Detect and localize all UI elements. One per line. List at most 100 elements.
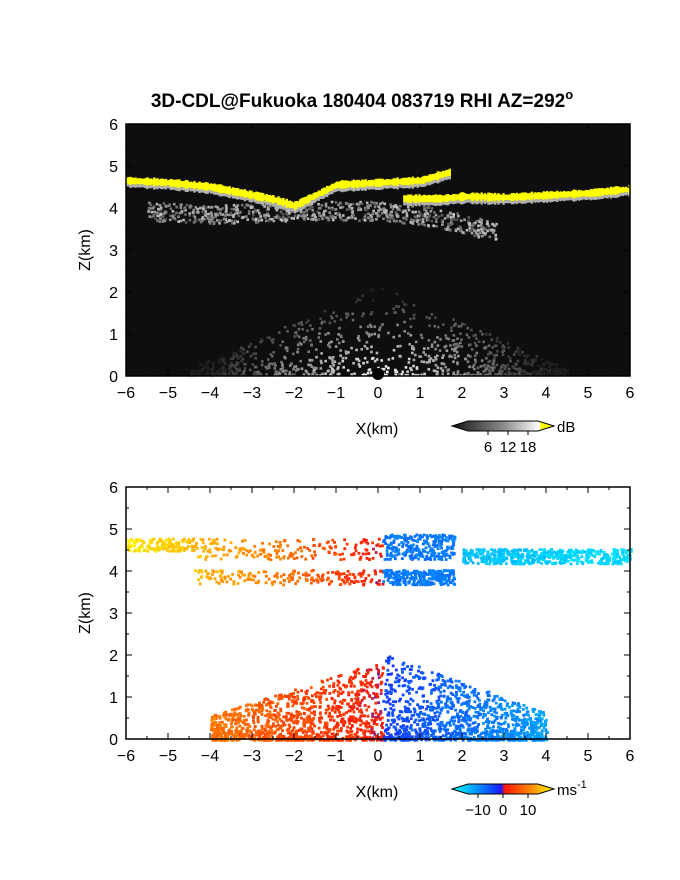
reflectivity-pixel — [413, 177, 416, 185]
velocity-pixel — [335, 721, 339, 725]
reflectivity-pixel — [364, 208, 368, 211]
reflectivity-pixel — [282, 197, 285, 207]
velocity-pixel — [250, 708, 254, 711]
reflectivity-pixel — [204, 209, 207, 213]
velocity-pixel — [407, 549, 411, 553]
reflectivity-pixel — [129, 176, 132, 185]
velocity-pixel — [286, 731, 290, 735]
reflectivity-pixel — [421, 176, 425, 184]
reflectivity-pixel — [361, 179, 364, 188]
reflectivity-pixel — [339, 180, 342, 189]
reflectivity-pixel — [333, 360, 337, 364]
reflectivity-pixel — [331, 218, 335, 222]
x-tick-label: −3 — [243, 385, 261, 402]
reflectivity-pixel — [530, 200, 534, 204]
reflectivity-pixel — [297, 206, 300, 210]
reflectivity-pixel — [220, 213, 223, 216]
velocity-pixel — [225, 580, 229, 584]
velocity-pixel — [333, 734, 336, 738]
velocity-pixel — [366, 691, 370, 695]
reflectivity-pixel — [308, 207, 311, 211]
velocity-pixel — [576, 554, 579, 558]
velocity-pixel — [387, 545, 391, 549]
velocity-pixel — [293, 569, 297, 573]
velocity-pixel — [234, 729, 238, 732]
velocity-pixel — [354, 671, 357, 675]
reflectivity-pixel — [501, 369, 504, 373]
reflectivity-pixel — [398, 179, 401, 185]
velocity-pixel — [528, 562, 532, 566]
reflectivity-pixel — [455, 200, 458, 204]
velocity-pixel — [211, 717, 215, 721]
velocity-pixel — [353, 720, 356, 723]
reflectivity-pixel — [336, 367, 339, 371]
reflectivity-pixel — [360, 202, 364, 205]
reflectivity-pixel — [393, 205, 396, 208]
reflectivity-pixel — [571, 197, 574, 201]
velocity-pixel — [234, 733, 238, 737]
velocity-pixel — [507, 553, 510, 556]
reflectivity-pixel — [276, 207, 279, 210]
reflectivity-pixel — [233, 188, 236, 196]
velocity-pixel — [331, 715, 334, 719]
reflectivity-pixel — [420, 336, 424, 340]
velocity-pixel — [315, 691, 319, 694]
velocity-pixel — [436, 547, 440, 551]
reflectivity-pixel — [436, 344, 440, 347]
reflectivity-pixel — [474, 333, 477, 337]
reflectivity-pixel — [370, 200, 373, 204]
reflectivity-pixel — [161, 215, 165, 218]
reflectivity-pixel — [218, 211, 222, 215]
reflectivity-pixel — [476, 371, 480, 374]
velocity-pixel — [334, 552, 338, 556]
reflectivity-pixel — [252, 214, 255, 217]
velocity-pixel — [420, 553, 424, 557]
reflectivity-pixel — [393, 185, 396, 189]
velocity-pixel — [318, 543, 322, 546]
reflectivity-pixel — [541, 371, 544, 375]
velocity-pixel — [358, 704, 362, 708]
reflectivity-pixel — [433, 202, 436, 206]
reflectivity-pixel — [473, 234, 477, 238]
reflectivity-pixel — [480, 227, 483, 231]
velocity-pixel — [440, 578, 444, 582]
reflectivity-pixel — [341, 205, 345, 209]
reflectivity-pixel — [275, 373, 279, 376]
reflectivity-pixel — [514, 362, 518, 366]
velocity-pixel — [277, 735, 281, 739]
reflectivity-pixel — [260, 218, 264, 222]
reflectivity-pixel — [241, 357, 245, 361]
velocity-pixel — [224, 717, 228, 721]
velocity-pixel — [364, 577, 368, 580]
velocity-pixel — [549, 551, 553, 555]
velocity-pixel — [543, 555, 547, 559]
reflectivity-pixel — [430, 207, 434, 210]
reflectivity-pixel — [428, 316, 431, 320]
velocity-pixel — [513, 551, 517, 555]
reflectivity-pixel — [487, 201, 490, 205]
reflectivity-pixel — [399, 344, 402, 348]
velocity-pixel — [308, 715, 311, 719]
reflectivity-pixel — [153, 210, 156, 214]
reflectivity-pixel — [205, 370, 208, 374]
velocity-pixel — [440, 540, 444, 543]
reflectivity-pixel — [257, 219, 261, 222]
velocity-pixel — [271, 701, 275, 705]
reflectivity-pixel — [223, 368, 227, 372]
reflectivity-pixel — [232, 207, 236, 211]
reflectivity-pixel — [264, 216, 267, 219]
velocity-pixel — [362, 674, 365, 678]
reflectivity-pixel — [429, 357, 433, 360]
velocity-pixel — [214, 728, 218, 732]
reflectivity-pixel — [540, 198, 544, 202]
reflectivity-pixel — [300, 367, 304, 371]
velocity-pixel — [419, 583, 422, 587]
reflectivity-pixel — [223, 221, 227, 225]
velocity-pixel — [234, 718, 238, 722]
velocity-pixel — [336, 708, 340, 712]
reflectivity-pixel — [535, 373, 539, 377]
velocity-pixel — [497, 549, 501, 553]
reflectivity-pixel — [188, 218, 192, 222]
reflectivity-pixel — [189, 205, 192, 208]
velocity-pixel — [557, 551, 561, 555]
